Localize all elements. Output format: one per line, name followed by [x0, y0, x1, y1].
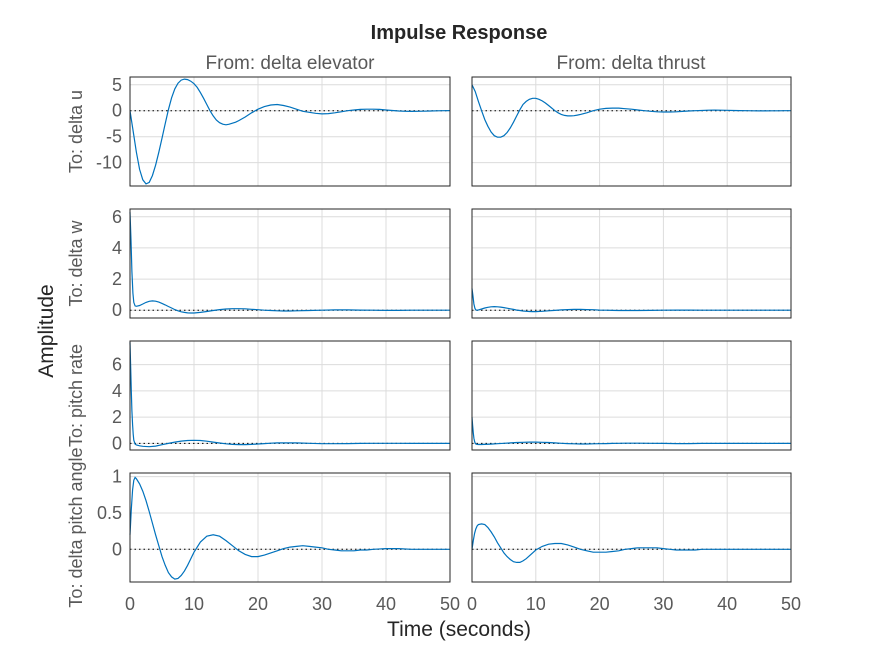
column-title-elevator: From: delta elevator: [206, 53, 376, 74]
row-label-3: To: delta pitch angle: [66, 447, 86, 607]
y-tick-label: -5: [106, 127, 122, 147]
row-label-2: To: pitch rate: [66, 344, 86, 447]
subplot-r2-c0: 6 4 2 0: [112, 340, 451, 453]
subplot-r3-c0: 1 0.5 0 0 10 20 30 40 50: [97, 467, 460, 614]
axes-frame: [471, 340, 792, 451]
y-tick-label: 2: [112, 269, 122, 289]
axes-frame: [129, 340, 451, 451]
chart-title: Impulse Response: [371, 22, 548, 44]
x-tick-label: 30: [653, 594, 673, 614]
x-tick-label: 20: [590, 594, 610, 614]
subplot-r1-c1: [471, 208, 792, 319]
y-tick-label: 0.5: [97, 503, 122, 523]
axes-frame: [129, 76, 451, 187]
impulse-curve: [471, 84, 791, 138]
y-tick-label: 1: [112, 467, 122, 487]
x-tick-label: 30: [312, 594, 332, 614]
axes-frame: [471, 472, 792, 583]
y-tick-label: 0: [112, 433, 122, 453]
y-tick-label: 4: [112, 381, 122, 401]
x-tick-label: 40: [376, 594, 396, 614]
axes-frame: [129, 208, 451, 319]
x-tick-label: 40: [717, 594, 737, 614]
impulse-curve: [129, 342, 450, 448]
y-tick-label: 0: [112, 101, 122, 121]
y-tick-label: 5: [112, 75, 122, 95]
y-tick-label: 6: [112, 207, 122, 227]
axes-frame: [471, 76, 792, 187]
y-axis-label: Amplitude: [35, 284, 58, 377]
subplot-r0-c0: 5 0 -5 -10: [96, 75, 451, 187]
impulse-curve: [129, 476, 450, 580]
subplot-r0-c1: [471, 76, 792, 187]
row-label-1: To: delta w: [66, 219, 86, 306]
subplot-r2-c1: [471, 340, 792, 451]
y-tick-label: 0: [112, 300, 122, 320]
axes-frame: [129, 472, 451, 583]
subplot-r3-c1: 0 10 20 30 40 50: [467, 472, 801, 614]
x-axis-label: Time (seconds): [387, 618, 531, 641]
y-tick-label: 0: [112, 539, 122, 559]
x-tick-label: 50: [781, 594, 801, 614]
column-title-thrust: From: delta thrust: [557, 53, 707, 74]
impulse-curve: [471, 288, 791, 313]
impulse-curve: [471, 523, 791, 563]
x-tick-label: 50: [440, 594, 460, 614]
x-tick-label: 0: [467, 594, 477, 614]
x-tick-label: 20: [248, 594, 268, 614]
axes-frame: [471, 208, 792, 319]
impulse-curve: [129, 212, 450, 314]
y-tick-label: 4: [112, 238, 122, 258]
impulse-curve: [129, 78, 451, 185]
x-tick-label: 10: [184, 594, 204, 614]
row-label-0: To: delta u: [66, 90, 86, 173]
x-tick-label: 0: [125, 594, 135, 614]
y-tick-label: 2: [112, 407, 122, 427]
x-tick-label: 10: [526, 594, 546, 614]
subplot-r1-c0: 6 4 2 0: [112, 207, 451, 320]
impulse-curve: [471, 417, 791, 446]
y-tick-label: -10: [96, 153, 122, 173]
y-tick-label: 6: [112, 355, 122, 375]
